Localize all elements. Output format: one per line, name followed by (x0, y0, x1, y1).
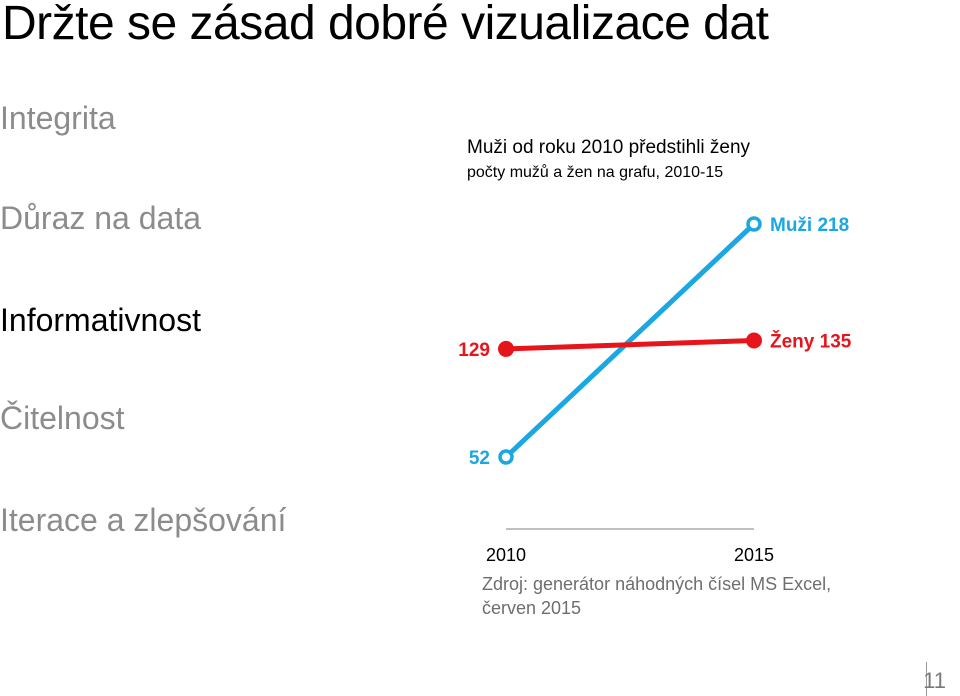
start-label-muzi: 52 (469, 448, 490, 469)
x-tick-label-2015: 2015 (734, 545, 774, 565)
series-layer (498, 216, 762, 465)
page-number-divider (926, 662, 927, 696)
series-point-muzi-2010 (498, 449, 514, 465)
series-point-muzi-2015 (746, 216, 762, 232)
chart-subtitle: počty mužů a žen na grafu, 2010-15 (467, 164, 724, 181)
agenda-item-informativnost: Informativnost (0, 302, 201, 338)
end-label-muzi: Muži 218 (770, 215, 849, 236)
series-point-zeny-2015 (746, 332, 762, 349)
x-tick-label-2010: 2010 (486, 545, 526, 565)
source-note: Zdroj: generátor náhodných čísel MS Exce… (482, 574, 832, 618)
end-label-zeny: Ženy 135 (770, 331, 852, 353)
agenda-item-integrita: Integrita (0, 100, 116, 136)
slide-title: Držte se zásad dobré vizualizace dat (2, 0, 769, 50)
series-line-zeny (503, 338, 757, 352)
agenda-item-duraz-na-data: Důraz na data (0, 200, 202, 236)
start-label-zeny: 129 (458, 340, 490, 361)
chart-title: Muži od roku 2010 předstihli ženy (467, 137, 751, 158)
series-line-muzi (503, 221, 757, 460)
agenda-item-citelnost: Čitelnost (0, 400, 125, 436)
label-layer: 52 Muži 218 129 Ženy 135 2010 2015 (458, 215, 851, 565)
agenda-item-iterace: Iterace a zlepšování (0, 502, 287, 538)
page-number: 11 (923, 668, 946, 693)
series-point-zeny-2010 (498, 340, 514, 357)
